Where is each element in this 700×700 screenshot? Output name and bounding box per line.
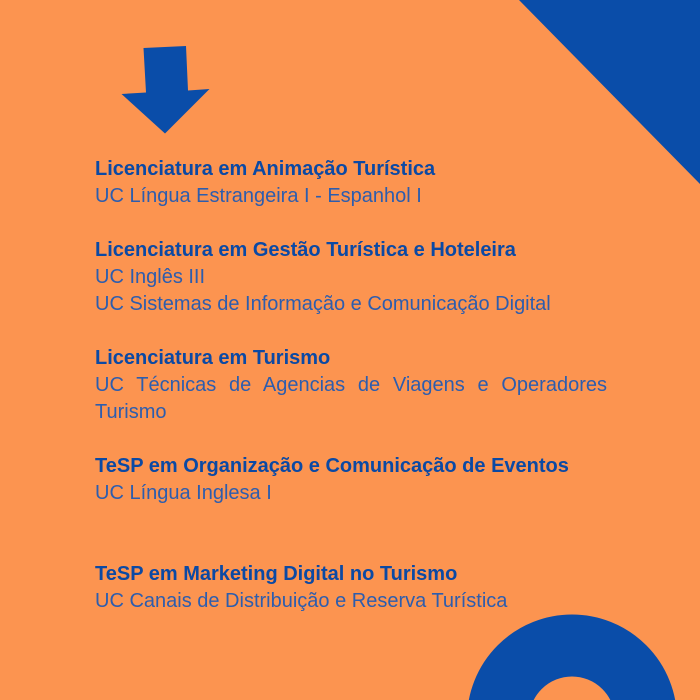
course-uc: UC Técnicas de Agencias de Viagens e Ope… xyxy=(95,374,607,423)
course-uc: UC Língua Inglesa I xyxy=(95,482,272,504)
corner-triangle-icon xyxy=(519,0,700,184)
course-group: Licenciatura em Turismo UC Técnicas de A… xyxy=(95,345,607,426)
course-group: TeSP em Marketing Digital no Turismo UC … xyxy=(95,561,607,615)
course-title: Licenciatura em Animação Turística xyxy=(95,158,436,180)
course-uc: UC Sistemas de Informação e Comunicação … xyxy=(95,293,551,315)
course-title: TeSP em Organização e Comunicação de Eve… xyxy=(95,455,569,477)
course-uc: UC Canais de Distribuição e Reserva Turí… xyxy=(95,590,508,612)
course-title: Licenciatura em Turismo xyxy=(95,347,331,369)
course-uc: UC Língua Estrangeira I - Espanhol I xyxy=(95,185,422,207)
course-group: Licenciatura em Animação Turística UC Lí… xyxy=(95,156,607,210)
ring-icon xyxy=(468,614,676,700)
course-list: Licenciatura em Animação Turística UC Lí… xyxy=(95,156,607,615)
course-title: TeSP em Marketing Digital no Turismo xyxy=(95,563,458,585)
course-title: Licenciatura em Gestão Turística e Hotel… xyxy=(95,239,516,261)
course-group: TeSP em Organização e Comunicação de Eve… xyxy=(95,453,607,507)
course-uc: UC Inglês III xyxy=(95,266,206,288)
down-arrow-icon xyxy=(121,46,210,134)
course-group: Licenciatura em Gestão Turística e Hotel… xyxy=(95,237,607,318)
